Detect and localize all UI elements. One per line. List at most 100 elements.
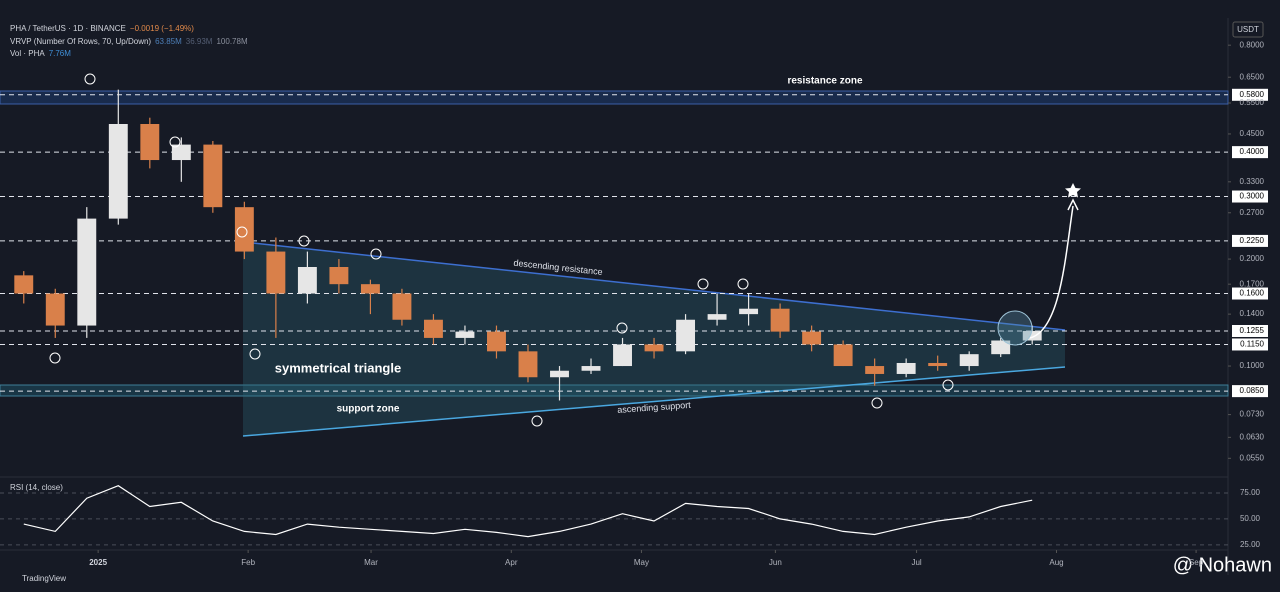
y-tick-label: 0.1400 [1240, 309, 1265, 318]
x-tick-label: 2025 [89, 558, 107, 567]
y-tick-label: 0.1150 [1240, 340, 1264, 349]
candle-body [455, 331, 475, 338]
header-line: PHA / TetherUS · 1D · BINANCE −0.0019 (−1… [10, 24, 198, 33]
candle-body [833, 344, 853, 367]
y-tick-label: 0.0850 [1240, 386, 1265, 395]
rsi-tick-label: 25.00 [1240, 540, 1261, 549]
ascending-support-line [242, 366, 1066, 437]
tick-label-box [1232, 287, 1268, 300]
candle-body [707, 314, 727, 320]
y-tick-label: 0.3300 [1240, 177, 1265, 186]
y-tick-label: 0.5800 [1240, 90, 1265, 99]
tick-label-box [1232, 88, 1268, 101]
tick-label-box [1232, 234, 1268, 247]
target-star [1065, 183, 1081, 198]
candle-body [959, 354, 979, 367]
annotation: resistance zone [787, 76, 862, 87]
y-tick-label: 0.3000 [1240, 192, 1265, 201]
candle-body [644, 344, 664, 352]
candle-body [865, 366, 885, 374]
vol: Vol · PHA [10, 49, 45, 58]
brand: TradingView [22, 574, 66, 583]
annotation: symmetrical triangle [275, 360, 401, 375]
candle-body [14, 275, 34, 294]
pivot-icons [49, 73, 954, 427]
y-tick-label: 0.1000 [1240, 361, 1265, 370]
x-tick-label: Sep [1189, 558, 1204, 567]
x-tick-label: Aug [1049, 558, 1063, 567]
vol-value: 7.76M [48, 49, 71, 58]
vol-line: Vol · PHA 7.76M [10, 49, 75, 58]
y-tick-label: 0.6500 [1240, 72, 1265, 81]
candle-body [423, 319, 443, 338]
candle-body [329, 267, 349, 285]
vrvp-value: 36.93M [185, 37, 213, 46]
candle-body [676, 319, 696, 352]
resistance-zone [0, 90, 1229, 105]
candle-body [203, 144, 223, 208]
x-tick-label: Apr [505, 558, 518, 567]
y-tick-label: 0.2250 [1240, 236, 1265, 245]
y-tick-label: 0.0730 [1240, 410, 1265, 419]
candle-body [581, 366, 601, 371]
candle-body [360, 284, 380, 294]
arrow-head [1067, 198, 1079, 211]
candle-body [234, 207, 254, 252]
candle-body [770, 308, 790, 332]
candle-body [171, 144, 191, 161]
candle-body [991, 340, 1011, 355]
candle-body [297, 267, 317, 294]
symbol: PHA / TetherUS · 1D · BINANCE [10, 24, 126, 33]
y-tick-label: 0.4500 [1240, 129, 1265, 138]
candle-body [392, 293, 412, 320]
breakout-circle [997, 310, 1033, 346]
candle-body [108, 123, 128, 219]
y-tick-label: 0.1700 [1240, 279, 1265, 288]
candle-body [802, 331, 822, 345]
currency-box [1232, 21, 1264, 38]
candle-body [518, 351, 538, 378]
y-tick-label: 0.4000 [1240, 147, 1265, 156]
candle-body [487, 331, 506, 352]
candle-body [613, 344, 632, 367]
tick-label-box [1232, 385, 1268, 398]
tick-label-box [1232, 146, 1268, 159]
x-tick-label: Feb [241, 558, 255, 567]
candle-body [140, 123, 160, 161]
vrvp-line: VRVP (Number Of Rows, 70, Up/Down) 63.85M… [10, 37, 252, 46]
candle-body [739, 308, 759, 315]
tick-label-box [1232, 338, 1268, 351]
x-tick-label: Jul [911, 558, 921, 567]
x-tick-label: Jun [769, 558, 782, 567]
x-tick-label: May [634, 558, 649, 567]
rsi-title: RSI (14, close) [10, 483, 63, 492]
vrvp-value: 63.85M [155, 37, 182, 46]
tick-label-box [1232, 190, 1268, 203]
candle-body [550, 370, 569, 378]
y-tick-label: 0.5500 [1240, 98, 1265, 107]
y-tick-label: 0.1255 [1240, 326, 1265, 335]
annotation: support zone [337, 404, 400, 415]
vrvp: VRVP (Number Of Rows, 70, Up/Down) [10, 37, 152, 46]
y-tick-label: 0.2000 [1240, 254, 1265, 263]
tick-label-box [1232, 324, 1268, 337]
watermark: @ Nohawn [1173, 554, 1272, 576]
candle-body [928, 362, 948, 367]
currency: USDT [1237, 25, 1259, 34]
y-tick-label: 0.8000 [1240, 40, 1265, 49]
y-tick-label: 0.0630 [1240, 432, 1265, 441]
candle-body [1022, 330, 1042, 341]
rsi-tick-label: 50.00 [1240, 514, 1261, 523]
projection-arrow [1029, 205, 1074, 339]
candle-body [266, 251, 286, 294]
y-tick-label: 0.0550 [1240, 453, 1265, 462]
rsi-tick-label: 75.00 [1240, 488, 1261, 497]
support-zone [0, 384, 1229, 397]
candle-body [896, 362, 916, 374]
x-tick-label: Mar [364, 558, 378, 567]
candle-body [77, 218, 97, 326]
change: −0.0019 (−1.49%) [129, 24, 194, 33]
candle-body [45, 293, 65, 326]
